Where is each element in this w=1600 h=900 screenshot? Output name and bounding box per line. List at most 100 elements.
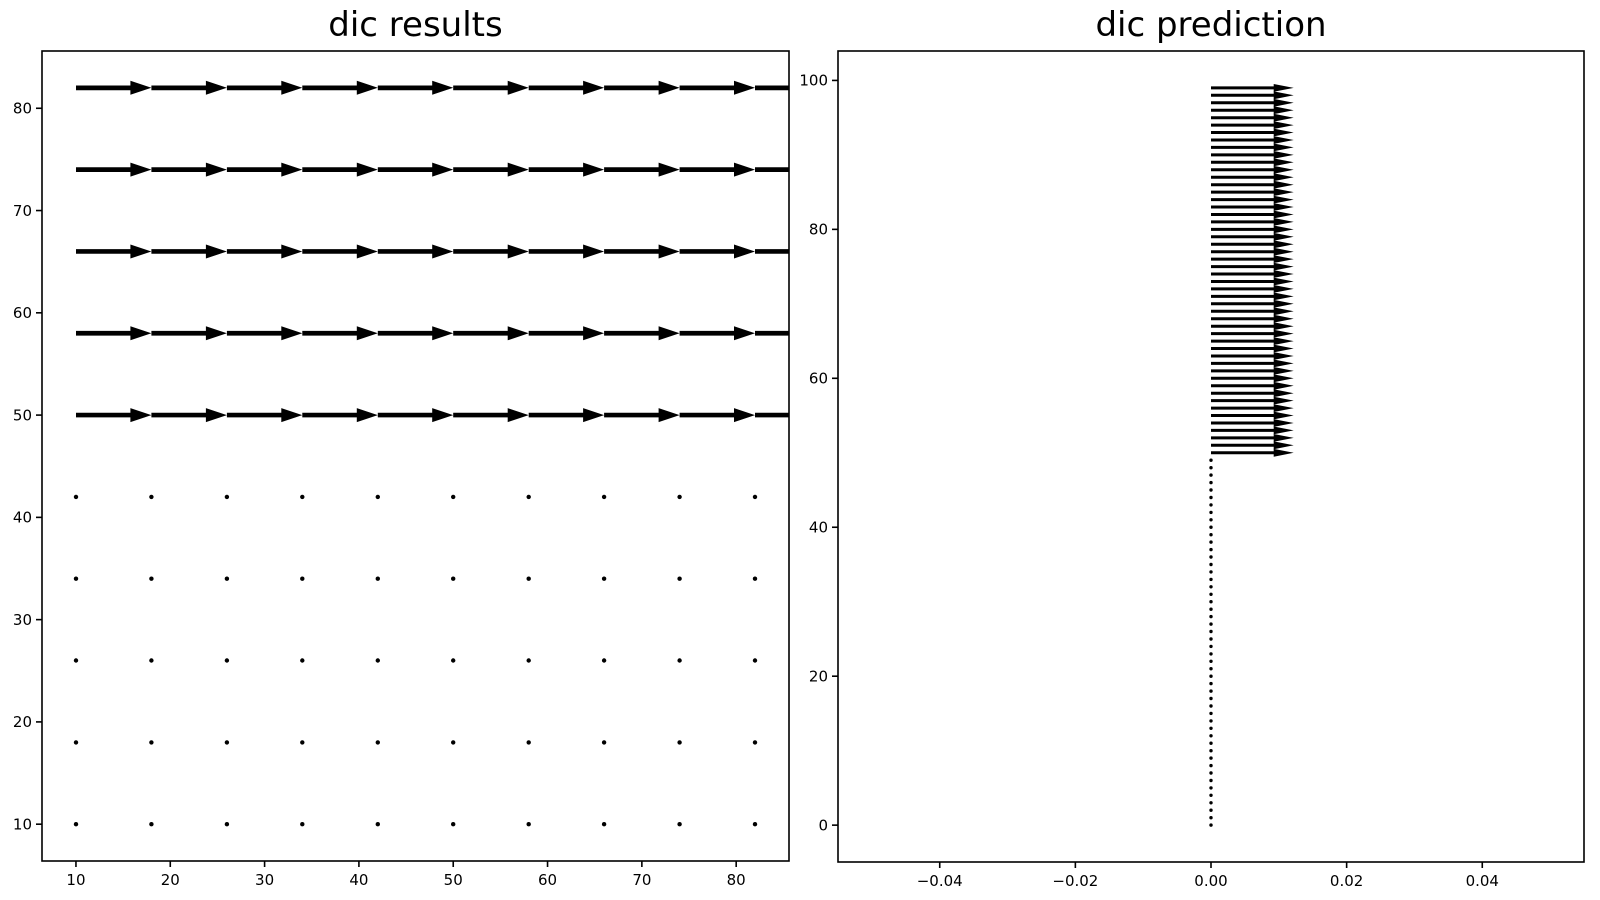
displacement-arrow [1211,367,1294,375]
x-tick-label: 40 [349,871,368,889]
zero-displacement-dot [1209,726,1213,730]
x-tick-label: 60 [538,871,557,889]
zero-displacement-dot [149,822,154,827]
zero-displacement-dot [1209,704,1213,708]
x-tick-label: 30 [255,871,274,889]
displacement-arrow [528,162,605,177]
displacement-arrow [1211,84,1294,92]
y-tick-label: 30 [13,611,32,629]
zero-displacement-dot [526,576,531,581]
displacement-arrow [377,162,454,177]
zero-displacement-dot [224,494,230,500]
displacement-arrow [1211,225,1294,234]
displacement-arrow [1211,247,1294,256]
zero-displacement-dot [375,576,380,581]
displacement-arrow [226,162,303,177]
zero-displacement-dot [1209,823,1213,827]
x-tick-label: 80 [727,871,746,889]
zero-displacement-dot [526,822,531,827]
y-tick-label: 0 [818,816,828,834]
zero-displacement-dot [1209,533,1213,537]
displacement-arrow [1211,240,1294,249]
zero-displacement-dot [1209,696,1213,701]
zero-displacement-dot [601,494,607,500]
zero-displacement-dot [149,494,154,500]
zero-displacement-dot [1209,689,1213,693]
zero-displacement-dot [1209,756,1213,760]
zero-displacement-dot [73,658,79,663]
zero-displacement-dot [1209,488,1213,492]
zero-displacement-dot [677,658,682,663]
x-tick-label: 0.02 [1330,872,1363,890]
zero-displacement-dot [1209,592,1213,596]
displacement-arrow [755,85,789,91]
displacement-arrow [453,80,529,95]
displacement-arrow [1211,292,1294,301]
zero-displacement-dot [601,822,607,827]
displacement-arrow [1211,329,1294,338]
zero-displacement-dot [1209,480,1213,485]
zero-displacement-dot [1209,622,1213,626]
zero-displacement-dot [1209,540,1213,544]
zero-displacement-dot [1209,749,1213,753]
displacement-arrow [679,408,755,423]
zero-displacement-dot [73,494,79,500]
zero-displacement-dot [1209,473,1213,477]
dic-prediction-data [1209,84,1294,827]
zero-displacement-dot [300,494,305,500]
y-tick-label: 40 [13,509,32,527]
displacement-arrow [453,326,529,341]
displacement-arrow [151,408,227,423]
y-tick-label: 100 [799,72,828,90]
dic-results-data [73,80,789,827]
displacement-arrow [226,244,303,259]
zero-displacement-dot [601,576,607,581]
axes-frame [837,50,1585,863]
displacement-arrow [1211,128,1294,137]
displacement-arrow [1211,419,1294,427]
displacement-arrow [76,408,152,423]
displacement-arrow [377,80,454,95]
displacement-arrow [1211,337,1294,345]
displacement-arrow [1211,195,1294,204]
displacement-arrow [1211,322,1294,331]
zero-displacement-dot [300,822,305,827]
zero-displacement-dot [1209,510,1213,515]
displacement-arrow [1211,173,1294,182]
zero-displacement-dot [1209,734,1213,738]
displacement-arrow [453,408,529,423]
zero-displacement-dot [526,658,531,663]
zero-displacement-dot [752,658,758,663]
zero-displacement-dot [1209,816,1213,820]
displacement-arrow [1211,352,1294,360]
displacement-arrow [604,244,680,259]
zero-displacement-dot [451,740,456,745]
zero-displacement-dot [224,822,230,827]
x-tick-label: 0.04 [1466,872,1499,890]
zero-displacement-dot [300,658,305,663]
zero-displacement-dot [375,822,380,827]
displacement-arrow [1211,307,1294,316]
zero-displacement-dot [1209,741,1213,745]
zero-displacement-dot [1209,771,1213,775]
displacement-arrow [1211,180,1294,189]
zero-displacement-dot [1209,585,1213,589]
y-tick-label: 10 [13,815,32,833]
displacement-arrow [1211,98,1294,107]
zero-displacement-dot [451,576,456,581]
zero-displacement-dot [601,740,607,745]
zero-displacement-dot [1209,793,1213,797]
displacement-arrow [528,80,605,95]
displacement-arrow [1211,136,1294,144]
zero-displacement-dot [224,658,230,663]
zero-displacement-dot [1209,614,1213,619]
displacement-arrow [1211,314,1294,323]
displacement-arrow [302,162,378,177]
displacement-arrow [151,326,227,341]
zero-displacement-dot [1209,629,1213,634]
displacement-arrow [1211,113,1294,122]
zero-displacement-dot [1209,555,1213,559]
zero-displacement-dot [300,576,305,581]
